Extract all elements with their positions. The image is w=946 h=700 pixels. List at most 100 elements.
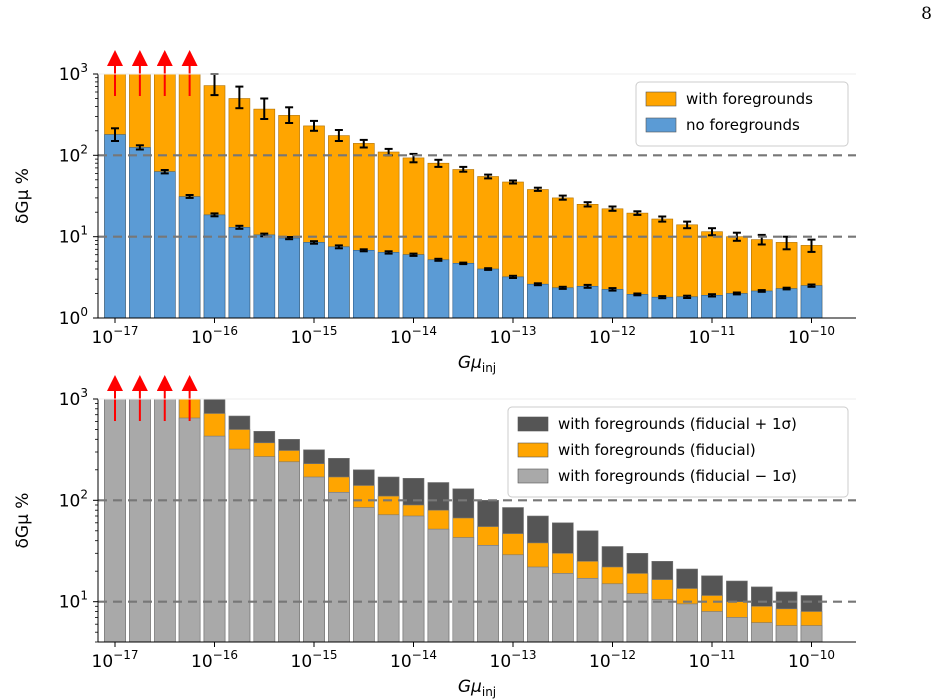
chart-panel-1: 100 101 102 103 10−17 10−16 10−15 10−14 10−13 10−…	[13, 50, 856, 375]
legend-swatch	[645, 91, 677, 107]
bar	[452, 537, 475, 643]
legend-swatch	[517, 416, 549, 432]
x-tick-label: 10−12	[589, 324, 636, 348]
bar	[551, 573, 574, 643]
bar	[154, 171, 176, 319]
bar	[253, 456, 276, 643]
bar	[676, 296, 698, 319]
bar	[502, 276, 524, 319]
x-tick-label: 10−11	[689, 648, 736, 672]
bar	[651, 599, 674, 643]
bar	[427, 528, 450, 643]
x-axis-label: Gμinj	[458, 353, 496, 375]
bar	[601, 583, 624, 643]
bar	[576, 285, 599, 319]
page-number: 8	[921, 4, 932, 24]
x-tick-label: 10−16	[191, 648, 238, 672]
bar	[203, 435, 226, 643]
chart-panel-2: 101 102 103 10−17 10−16 10−15 10−14 10−13 10−12 1…	[13, 375, 856, 699]
legend-swatch	[645, 117, 677, 133]
y-tick-label: 102	[59, 142, 88, 166]
legend-swatch	[517, 468, 549, 484]
x-tick-label: 10−10	[788, 648, 835, 672]
y-tick-label: 100	[59, 305, 88, 329]
legend-label: with foregrounds	[686, 90, 813, 108]
bar	[129, 398, 151, 643]
bar	[601, 289, 624, 319]
bar	[278, 461, 300, 643]
x-tick-label: 10−13	[490, 648, 537, 672]
x-tick-label: 10−15	[291, 648, 338, 672]
bar	[129, 147, 151, 319]
legend-label: with foregrounds (fiducial + 1σ)	[558, 415, 797, 433]
bar	[800, 285, 823, 319]
bar	[402, 515, 425, 643]
x-tick-label: 10−12	[589, 648, 636, 672]
bar	[253, 234, 276, 319]
bar	[701, 611, 723, 643]
x-tick-label: 10−17	[92, 324, 139, 348]
bar	[203, 214, 226, 319]
bar	[576, 577, 599, 643]
bar	[551, 287, 574, 319]
bar	[154, 398, 176, 643]
bar	[452, 262, 475, 319]
y-axis-label: δGμ %	[13, 168, 33, 224]
y-tick-label: 102	[59, 487, 88, 511]
bar	[303, 242, 325, 319]
bar	[104, 398, 126, 643]
y-axis-label: δGμ %	[13, 493, 33, 549]
bar	[750, 290, 773, 319]
legend-swatch	[517, 442, 549, 458]
y-tick-label: 103	[59, 61, 88, 85]
legend-box	[507, 406, 849, 498]
x-tick-label: 10−13	[490, 324, 537, 348]
bar	[726, 293, 748, 319]
bar	[377, 514, 400, 643]
x-tick-label: 10−16	[191, 324, 238, 348]
legend-label: with foregrounds (fiducial)	[558, 441, 756, 459]
x-tick-label: 10−14	[390, 324, 437, 348]
bar	[352, 507, 375, 643]
bar	[527, 566, 549, 643]
bar	[527, 283, 549, 319]
x-tick-label: 10−11	[689, 324, 736, 348]
bar	[402, 254, 425, 319]
bar	[800, 625, 823, 643]
bar	[477, 268, 499, 319]
y-tick-label: 101	[59, 224, 88, 248]
y-tick-label: 101	[59, 589, 88, 613]
x-tick-label: 10−10	[788, 324, 835, 348]
legend-label: no foregrounds	[686, 116, 800, 134]
bar	[178, 417, 201, 643]
x-tick-label: 10−17	[92, 648, 139, 672]
bar	[178, 196, 201, 319]
bar	[676, 603, 698, 643]
bar	[352, 250, 375, 319]
bar	[701, 294, 723, 319]
bar	[502, 554, 524, 643]
legend-label: with foregrounds (fiducial − 1σ)	[558, 467, 797, 485]
bar	[377, 252, 400, 319]
bar	[726, 617, 748, 643]
x-tick-label: 10−14	[390, 648, 437, 672]
bar	[328, 246, 350, 319]
bar	[626, 294, 649, 319]
y-tick-label: 103	[59, 386, 88, 410]
bar	[477, 544, 499, 643]
x-tick-label: 10−15	[291, 324, 338, 348]
bar	[278, 237, 300, 319]
legend-box	[635, 81, 849, 147]
bar	[228, 448, 251, 643]
bar	[750, 622, 773, 643]
bar	[328, 491, 350, 643]
bar	[427, 259, 450, 319]
bar	[303, 476, 325, 643]
bar	[775, 288, 798, 319]
bar	[104, 134, 126, 319]
bar	[775, 625, 798, 643]
bar	[651, 296, 674, 319]
bar	[228, 227, 251, 319]
x-axis-label: Gμinj	[458, 677, 496, 699]
